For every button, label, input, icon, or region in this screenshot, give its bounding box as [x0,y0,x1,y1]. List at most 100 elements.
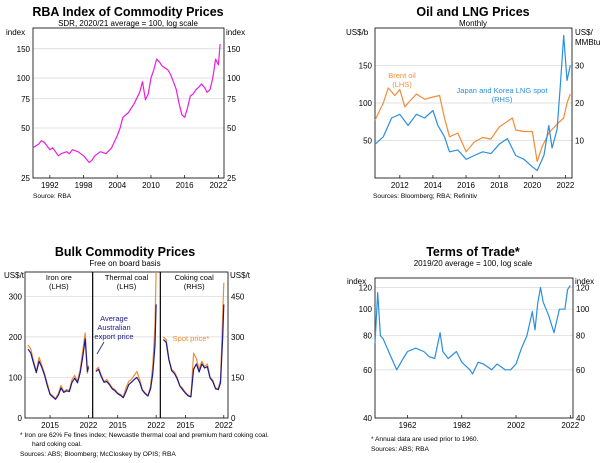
bulk-panel-name: Thermal coal [105,273,149,282]
bulk-ylabel-right: US$/t [230,271,251,280]
bulk-subtitle: Free on board basis [89,259,160,268]
tot-ytick-left: 100 [359,305,373,314]
tot-subtitle: 2019/20 average = 100, log scale [414,259,533,268]
rba-ytick-right: 100 [227,74,241,83]
bulk-average-label-2: Australian [97,323,130,332]
bulk-average-pointer [96,341,105,355]
rba-xtick: 1992 [41,181,59,190]
oil-brent-line [374,87,571,163]
bulk-ylabel-left: US$/t [4,271,25,280]
oil-ytick-left: 150 [359,62,373,71]
oil-ytick-left: 100 [359,99,373,108]
oil-ylabel-left: US$/b [346,28,369,37]
rba-ytick-right: 150 [227,45,241,54]
bulk-spot-label: Spot price* [173,334,210,343]
oil-frame [374,27,573,179]
rba-ytick-right: 25 [227,174,236,183]
tot-source: Sources: ABS; RBA [371,446,430,453]
rba-ytick-left: 50 [21,124,30,133]
rba-xtick: 2022 [209,181,227,190]
bulk-footnote-2: hard coking coal. [32,441,82,448]
bulk-ytick-right: 450 [231,292,245,301]
oil-ytick-left: 50 [363,137,372,146]
bulk-ytick-left: 300 [9,292,23,301]
bulk-panel-axis: (LHS) [117,282,137,291]
rba-xtick: 1998 [75,181,93,190]
oil-source: Sources: Bloomberg; RBA; Refinitiv [373,193,478,200]
bulk-spot-line [27,332,90,400]
tot-footnote: * Annual data are used prior to 1960. [371,436,479,443]
oil-brent-label-1: Brent oil [388,71,416,80]
rba-xtick: 2004 [108,181,126,190]
bulk-ytick-left: 200 [9,333,23,342]
tot-xtick: 2002 [507,421,525,430]
bulk-average-line [95,304,157,399]
bulk-panel-name: Iron ore [46,273,72,282]
bulk-xtick: 2015 [109,421,127,430]
bulk-average-label-3: export price [94,332,133,341]
rba-ytick-right: 75 [227,95,236,104]
tot-ytick-right: 100 [576,305,590,314]
rba-ytick-left: 75 [21,95,30,104]
tot-ytick-right: 60 [576,366,585,375]
oil-ylabel-right-1: US$/ [575,28,594,37]
oil-xtick: 2022 [556,181,574,190]
tot-frame [374,277,574,419]
rba-ylabel-right: index [226,28,245,37]
rba-ytick-left: 100 [17,74,31,83]
rba-ylabel-left: index [6,28,25,37]
tot-ytick-left: 80 [363,332,372,341]
oil-lng-label-1: Japan and Korea LNG spot [457,86,549,95]
rba-ytick-left: 150 [17,45,31,54]
bulk-source: Sources: ABS; Bloomberg; McCloskey by OP… [20,451,176,458]
bulk-average-line [27,338,90,400]
bulk-ytick-left: 100 [9,373,23,382]
tot-ytick-left: 40 [363,414,372,423]
tot-line [374,285,571,375]
tot-ylabel-right: index [575,277,594,286]
bulk-xtick: 2022 [215,421,233,430]
oil-xtick: 2014 [424,181,442,190]
bulk-title: Bulk Commodity Prices [55,245,195,259]
oil-brent-label-2: (LHS) [392,80,412,89]
oil-ylabel-right-2: MMBtu [575,38,600,47]
bulk-xtick: 2022 [147,421,165,430]
rba-source: Source: RBA [33,193,72,200]
tot-ytick-right: 80 [576,332,585,341]
rba-frame [32,27,225,179]
oil-xtick: 2020 [523,181,541,190]
oil-lng-label-2: (RHS) [492,95,513,104]
tot-xtick: 1982 [453,421,471,430]
bulk-average-line [162,304,225,398]
rba-xtick: 2010 [142,181,160,190]
rba-xtick: 2016 [176,181,194,190]
oil-subtitle: Monthly [459,19,487,28]
oil-ytick-right: 10 [575,137,584,146]
oil-ytick-right: 20 [575,99,584,108]
tot-ytick-left: 60 [363,366,372,375]
tot-title: Terms of Trade* [426,245,520,259]
oil-xtick: 2012 [391,181,409,190]
bulk-xtick: 2015 [41,421,59,430]
bulk-ytick-right: 300 [231,333,245,342]
bulk-footnote: * Iron ore 62% Fe fines index; Newcastle… [20,432,269,439]
bulk-ytick-right: 0 [231,414,236,423]
rba-ytick-right: 50 [227,124,236,133]
tot-ytick-left: 120 [359,284,373,293]
rba-index-line [32,44,221,164]
tot-xtick: 1962 [399,421,417,430]
rba-title: RBA Index of Commodity Prices [32,5,223,19]
rba-subtitle: SDR, 2020/21 average = 100, log scale [58,19,198,28]
tot-ytick-right: 40 [576,414,585,423]
oil-xtick: 2018 [490,181,508,190]
bulk-ytick-left: 0 [18,414,23,423]
bulk-xtick: 2022 [80,421,98,430]
bulk-panel-axis: (LHS) [49,282,69,291]
tot-ylabel-left: index [347,277,366,286]
bulk-frame [24,271,229,419]
oil-title: Oil and LNG Prices [416,5,529,19]
tot-ytick-right: 120 [576,284,590,293]
bulk-xtick: 2015 [176,421,194,430]
bulk-panel-axis: (RHS) [184,282,205,291]
